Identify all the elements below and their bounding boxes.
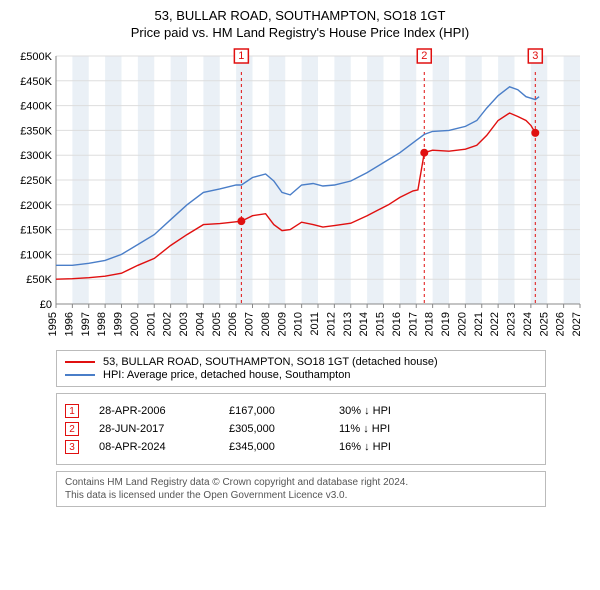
x-tick-label: 2009 <box>276 312 288 336</box>
transaction-marker: 1 <box>65 404 79 418</box>
transaction-price: £305,000 <box>229 423 339 435</box>
x-tick-label: 2002 <box>162 312 174 336</box>
x-tick-label: 2018 <box>424 312 436 336</box>
x-tick-label: 2022 <box>489 312 501 336</box>
x-tick-label: 2011 <box>309 312 321 336</box>
x-tick-label: 1995 <box>47 312 59 336</box>
y-tick-label: £400K <box>20 101 52 113</box>
legend-item: HPI: Average price, detached house, Sout… <box>65 369 537 381</box>
x-tick-label: 2013 <box>342 312 354 336</box>
transaction-diff: 11% ↓ HPI <box>339 423 537 435</box>
y-tick-label: £50K <box>26 274 52 286</box>
attribution-line1: Contains HM Land Registry data © Crown c… <box>65 476 537 489</box>
attribution-line2: This data is licensed under the Open Gov… <box>65 489 537 502</box>
x-tick-label: 2004 <box>194 312 206 336</box>
transaction-row: 1 28-APR-2006£167,00030% ↓ HPI <box>65 404 537 418</box>
x-tick-label: 2021 <box>473 312 485 336</box>
x-tick-label: 2027 <box>571 312 583 336</box>
chart-svg: £0 £50K £100K £150K £200K £250K £300K £350K £400… <box>10 46 590 346</box>
y-tick-label: £100K <box>20 249 52 261</box>
transaction-date: 28-APR-2006 <box>99 405 229 417</box>
transaction-marker: 3 <box>65 440 79 454</box>
x-tick-label: 2024 <box>522 312 534 336</box>
x-tick-label: 2020 <box>456 312 468 336</box>
x-tick-label: 2008 <box>260 312 272 336</box>
legend-label: 53, BULLAR ROAD, SOUTHAMPTON, SO18 1GT (… <box>103 356 438 368</box>
legend-swatch <box>65 374 95 376</box>
x-tick-label: 2003 <box>178 312 190 336</box>
transaction-diff: 30% ↓ HPI <box>339 405 537 417</box>
legend-swatch <box>65 361 95 363</box>
marker-number: 1 <box>238 50 244 62</box>
x-tick-label: 1998 <box>96 312 108 336</box>
marker-number: 3 <box>532 50 538 62</box>
marker-number: 2 <box>421 50 427 62</box>
x-tick-label: 2017 <box>407 312 419 336</box>
marker-dot <box>531 129 539 137</box>
x-tick-label: 2010 <box>293 312 305 336</box>
x-tick-label: 2005 <box>211 312 223 336</box>
transaction-diff: 16% ↓ HPI <box>339 441 537 453</box>
y-tick-label: £300K <box>20 150 52 162</box>
x-tick-label: 2015 <box>375 312 387 336</box>
x-tick-label: 1997 <box>80 312 92 336</box>
x-tick-label: 2025 <box>538 312 550 336</box>
transaction-date: 28-JUN-2017 <box>99 423 229 435</box>
x-tick-label: 1999 <box>113 312 125 336</box>
transaction-marker: 2 <box>65 422 79 436</box>
attribution: Contains HM Land Registry data © Crown c… <box>56 471 546 507</box>
y-tick-label: £150K <box>20 225 52 237</box>
x-tick-label: 1996 <box>63 312 75 336</box>
legend-label: HPI: Average price, detached house, Sout… <box>103 369 350 381</box>
y-tick-label: £250K <box>20 175 52 187</box>
transaction-price: £345,000 <box>229 441 339 453</box>
legend: 53, BULLAR ROAD, SOUTHAMPTON, SO18 1GT (… <box>56 350 546 387</box>
chart-subtitle: Price paid vs. HM Land Registry's House … <box>10 25 590 40</box>
x-tick-label: 2014 <box>358 312 370 336</box>
transaction-price: £167,000 <box>229 405 339 417</box>
legend-item: 53, BULLAR ROAD, SOUTHAMPTON, SO18 1GT (… <box>65 356 537 368</box>
chart-title: 53, BULLAR ROAD, SOUTHAMPTON, SO18 1GT <box>10 8 590 23</box>
x-tick-label: 2016 <box>391 312 403 336</box>
transaction-date: 08-APR-2024 <box>99 441 229 453</box>
marker-dot <box>237 217 245 225</box>
x-tick-label: 2019 <box>440 312 452 336</box>
x-tick-label: 2023 <box>506 312 518 336</box>
chart-area: £0 £50K £100K £150K £200K £250K £300K £350K £400… <box>10 46 590 346</box>
x-tick-label: 2001 <box>145 312 157 336</box>
x-tick-label: 2012 <box>325 312 337 336</box>
y-tick-label: £200K <box>20 200 52 212</box>
transactions-table: 1 28-APR-2006£167,00030% ↓ HPI 2 28-JUN-201… <box>56 393 546 465</box>
y-tick-label: £500K <box>20 51 52 63</box>
marker-dot <box>420 149 428 157</box>
transaction-row: 2 28-JUN-2017£305,00011% ↓ HPI <box>65 422 537 436</box>
y-tick-label: £0 <box>40 299 52 311</box>
x-tick-label: 2026 <box>555 312 567 336</box>
x-tick-label: 2007 <box>244 312 256 336</box>
y-tick-label: £350K <box>20 125 52 137</box>
x-tick-label: 2000 <box>129 312 141 336</box>
transaction-row: 3 08-APR-2024£345,00016% ↓ HPI <box>65 440 537 454</box>
y-tick-label: £450K <box>20 76 52 88</box>
x-tick-label: 2006 <box>227 312 239 336</box>
